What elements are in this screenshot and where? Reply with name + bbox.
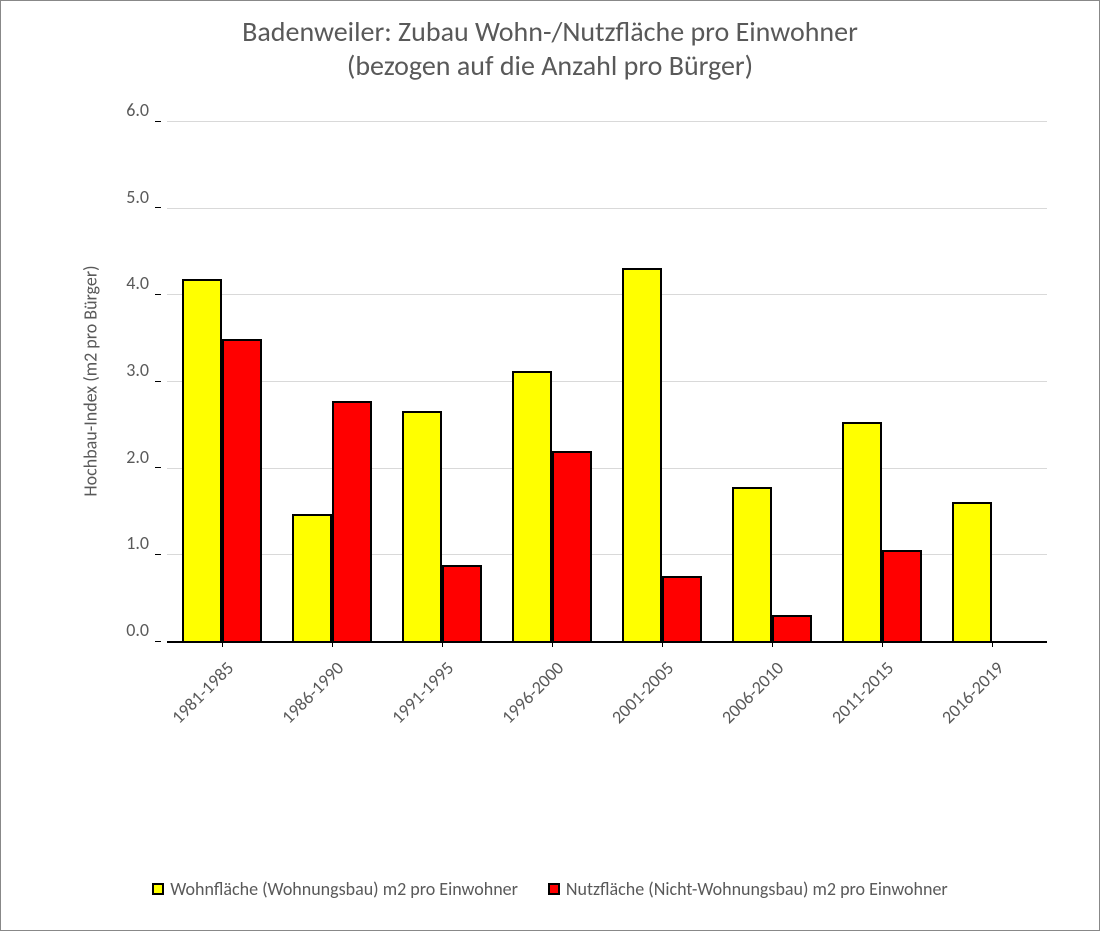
- x-tick-label: 2011-2015: [826, 657, 897, 728]
- y-tick-label: 1.0: [126, 532, 155, 554]
- bar-nutzflaeche: [662, 576, 702, 641]
- y-tick-mark: [155, 554, 161, 555]
- legend: Wohnfläche (Wohnungsbau) m2 pro Einwohne…: [1, 878, 1099, 900]
- x-tick-label: 1996-2000: [496, 657, 567, 728]
- gridline: [167, 208, 1047, 209]
- bar-group: [622, 268, 702, 641]
- bar-group: [402, 411, 482, 641]
- bar-group: [952, 502, 1032, 641]
- bar-wohnflaeche: [182, 279, 222, 641]
- plot-zone: Hochbau-Index (m2 pro Bürger) 0.0 1.0 2.0 3…: [71, 121, 1061, 721]
- bar-nutzflaeche: [552, 451, 592, 641]
- chart-title: Badenweiler: Zubau Wohn-/Nutzfläche pro …: [9, 15, 1091, 82]
- bar-wohnflaeche: [622, 268, 662, 641]
- x-tick-label: 2006-2010: [716, 657, 787, 728]
- bar-group: [732, 487, 812, 641]
- y-axis-label: Hochbau-Index (m2 pro Bürger): [80, 265, 102, 496]
- legend-item-nutzflaeche: Nutzfläche (Nicht-Wohnungsbau) m2 pro Ei…: [548, 878, 948, 900]
- bar-group: [512, 371, 592, 641]
- x-tick-mark: [442, 641, 443, 647]
- bar-group: [292, 401, 372, 641]
- legend-swatch-nutzflaeche: [548, 883, 560, 895]
- y-tick-mark: [155, 207, 161, 208]
- x-tick-label: 1991-1995: [386, 657, 457, 728]
- bar-wohnflaeche: [842, 422, 882, 641]
- x-tick-label: 2016-2019: [936, 657, 1007, 728]
- x-tick-mark: [332, 641, 333, 647]
- legend-label-nutzflaeche: Nutzfläche (Nicht-Wohnungsbau) m2 pro Ei…: [566, 878, 948, 900]
- y-tick-mark: [155, 294, 161, 295]
- y-tick-mark: [155, 641, 161, 642]
- y-tick-mark: [155, 467, 161, 468]
- gridline: [167, 294, 1047, 295]
- bar-group: [842, 422, 922, 641]
- y-tick-label: 4.0: [126, 272, 155, 294]
- x-tick-mark: [992, 641, 993, 647]
- y-axis-label-container: Hochbau-Index (m2 pro Bürger): [81, 121, 101, 641]
- y-tick-label: 0.0: [126, 619, 155, 641]
- y-tick-label: 2.0: [126, 446, 155, 468]
- x-tick-mark: [552, 641, 553, 647]
- y-tick-label: 6.0: [126, 99, 155, 121]
- bar-nutzflaeche: [772, 615, 812, 641]
- plot-area: [167, 121, 1047, 643]
- x-tick-mark: [882, 641, 883, 647]
- bar-nutzflaeche: [222, 339, 262, 641]
- bar-nutzflaeche: [442, 565, 482, 641]
- y-tick-label: 5.0: [126, 186, 155, 208]
- legend-swatch-wohnflaeche: [152, 883, 164, 895]
- bar-wohnflaeche: [512, 371, 552, 641]
- bar-nutzflaeche: [882, 550, 922, 641]
- x-tick-label: 1981-1985: [166, 657, 237, 728]
- legend-label-wohnflaeche: Wohnfläche (Wohnungsbau) m2 pro Einwohne…: [170, 878, 518, 900]
- bar-wohnflaeche: [732, 487, 772, 641]
- x-tick-mark: [662, 641, 663, 647]
- bar-nutzflaeche: [332, 401, 372, 641]
- bar-wohnflaeche: [402, 411, 442, 641]
- y-axis: 0.01.02.03.04.05.06.0: [111, 121, 161, 641]
- x-tick-mark: [772, 641, 773, 647]
- chart-title-line2: (bezogen auf die Anzahl pro Bürger): [9, 49, 1091, 83]
- chart-title-line1: Badenweiler: Zubau Wohn-/Nutzfläche pro …: [9, 15, 1091, 49]
- y-tick-mark: [155, 121, 161, 122]
- legend-item-wohnflaeche: Wohnfläche (Wohnungsbau) m2 pro Einwohne…: [152, 878, 518, 900]
- bar-wohnflaeche: [292, 514, 332, 641]
- x-tick-mark: [222, 641, 223, 647]
- x-tick-label: 2001-2005: [606, 657, 677, 728]
- bar-wohnflaeche: [952, 502, 992, 641]
- chart-container: Badenweiler: Zubau Wohn-/Nutzfläche pro …: [0, 0, 1100, 931]
- x-tick-label: 1986-1990: [276, 657, 347, 728]
- y-tick-label: 3.0: [126, 359, 155, 381]
- x-axis: 1981-1985 1986-1990 1991-1995 1996-2000 2001…: [167, 641, 1047, 731]
- y-tick-mark: [155, 381, 161, 382]
- gridline: [167, 121, 1047, 122]
- bar-group: [182, 279, 262, 641]
- gridline: [167, 381, 1047, 382]
